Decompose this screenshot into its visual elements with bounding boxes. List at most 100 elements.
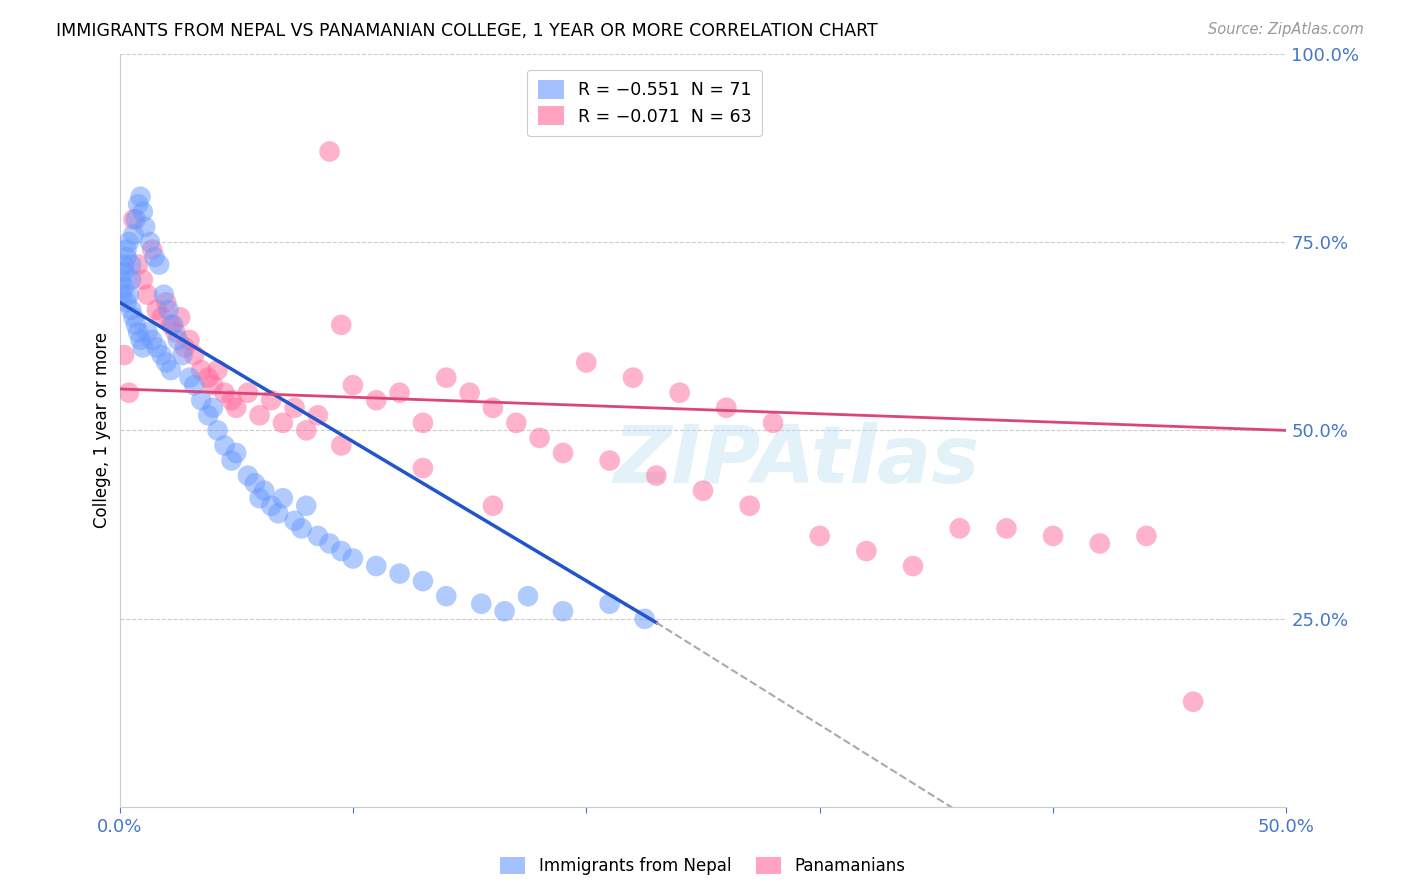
Point bbox=[139, 235, 162, 249]
Point bbox=[120, 302, 142, 317]
Point bbox=[599, 453, 621, 467]
Point bbox=[179, 333, 201, 347]
Legend: Immigrants from Nepal, Panamanians: Immigrants from Nepal, Panamanians bbox=[494, 850, 912, 882]
Point bbox=[221, 453, 243, 467]
Point bbox=[120, 273, 142, 287]
Point bbox=[173, 341, 195, 355]
Point bbox=[668, 385, 690, 400]
Point bbox=[290, 521, 312, 535]
Point bbox=[388, 566, 411, 581]
Text: IMMIGRANTS FROM NEPAL VS PANAMANIAN COLLEGE, 1 YEAR OR MORE CORRELATION CHART: IMMIGRANTS FROM NEPAL VS PANAMANIAN COLL… bbox=[56, 22, 877, 40]
Point bbox=[283, 401, 307, 415]
Point bbox=[141, 333, 163, 347]
Point bbox=[122, 227, 145, 242]
Point bbox=[434, 589, 457, 603]
Point bbox=[111, 287, 134, 301]
Point bbox=[271, 491, 294, 506]
Point bbox=[214, 438, 236, 452]
Point bbox=[132, 273, 155, 287]
Point bbox=[120, 258, 142, 272]
Point bbox=[505, 416, 527, 430]
Point bbox=[136, 287, 159, 301]
Point bbox=[412, 461, 434, 475]
Point bbox=[118, 235, 141, 249]
Point bbox=[197, 409, 219, 423]
Point bbox=[855, 544, 877, 558]
Point bbox=[267, 506, 290, 520]
Point bbox=[143, 250, 166, 264]
Point bbox=[190, 363, 212, 377]
Point bbox=[551, 604, 574, 618]
Point bbox=[551, 446, 574, 460]
Point bbox=[249, 409, 271, 423]
Point bbox=[165, 326, 187, 340]
Point bbox=[160, 318, 183, 332]
Point bbox=[575, 355, 598, 369]
Point bbox=[260, 393, 283, 408]
Point bbox=[155, 355, 177, 369]
Point bbox=[949, 521, 972, 535]
Point bbox=[146, 302, 169, 317]
Point bbox=[458, 385, 481, 400]
Point bbox=[183, 378, 205, 392]
Point bbox=[470, 597, 492, 611]
Point bbox=[330, 318, 353, 332]
Point bbox=[115, 295, 138, 310]
Point bbox=[482, 401, 505, 415]
Point bbox=[295, 424, 318, 438]
Point bbox=[249, 491, 271, 506]
Point bbox=[1088, 536, 1111, 550]
Point bbox=[1182, 695, 1205, 709]
Point bbox=[112, 258, 135, 272]
Point bbox=[366, 559, 388, 574]
Point bbox=[197, 370, 219, 384]
Point bbox=[307, 409, 329, 423]
Point bbox=[112, 265, 135, 279]
Legend: R = −0.551  N = 71, R = −0.071  N = 63: R = −0.551 N = 71, R = −0.071 N = 63 bbox=[527, 70, 762, 136]
Point bbox=[599, 597, 621, 611]
Point bbox=[330, 438, 353, 452]
Point bbox=[118, 287, 141, 301]
Point bbox=[388, 385, 411, 400]
Point bbox=[318, 145, 340, 159]
Point bbox=[283, 514, 307, 528]
Point bbox=[141, 243, 163, 257]
Point bbox=[112, 348, 135, 362]
Point bbox=[166, 333, 188, 347]
Point bbox=[179, 370, 201, 384]
Point bbox=[236, 468, 259, 483]
Point bbox=[633, 612, 655, 626]
Point bbox=[150, 310, 173, 325]
Point bbox=[118, 385, 141, 400]
Point bbox=[190, 393, 212, 408]
Point bbox=[148, 258, 170, 272]
Point bbox=[318, 536, 340, 550]
Point bbox=[692, 483, 714, 498]
Point bbox=[201, 401, 224, 415]
Point bbox=[127, 326, 149, 340]
Point bbox=[366, 393, 388, 408]
Point bbox=[150, 348, 173, 362]
Point bbox=[127, 258, 149, 272]
Point bbox=[162, 318, 184, 332]
Point bbox=[136, 326, 159, 340]
Point bbox=[207, 424, 229, 438]
Point bbox=[482, 499, 505, 513]
Point bbox=[901, 559, 924, 574]
Point bbox=[529, 431, 551, 445]
Point bbox=[295, 499, 318, 513]
Point bbox=[621, 370, 644, 384]
Point bbox=[236, 385, 259, 400]
Point bbox=[243, 476, 266, 491]
Point bbox=[1135, 529, 1157, 543]
Point bbox=[132, 204, 155, 219]
Point bbox=[111, 273, 134, 287]
Point bbox=[330, 544, 353, 558]
Point bbox=[146, 341, 169, 355]
Point bbox=[183, 348, 205, 362]
Point bbox=[125, 318, 148, 332]
Point bbox=[307, 529, 329, 543]
Point bbox=[342, 378, 364, 392]
Point bbox=[201, 378, 224, 392]
Point bbox=[115, 250, 138, 264]
